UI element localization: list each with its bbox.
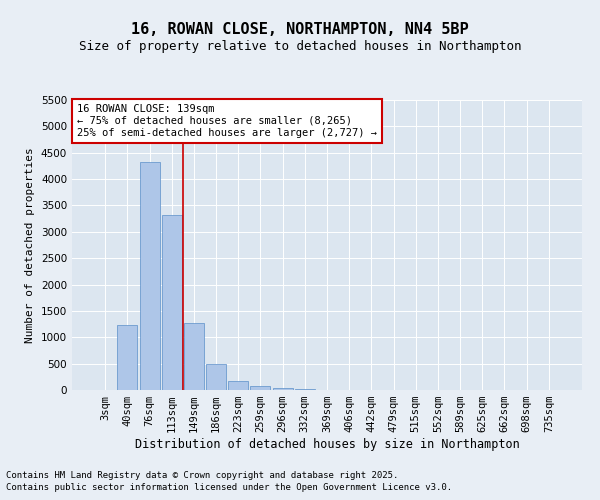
- X-axis label: Distribution of detached houses by size in Northampton: Distribution of detached houses by size …: [134, 438, 520, 451]
- Text: Contains public sector information licensed under the Open Government Licence v3: Contains public sector information licen…: [6, 483, 452, 492]
- Bar: [228, 381, 248, 390]
- Bar: [118, 325, 137, 390]
- Text: 16, ROWAN CLOSE, NORTHAMPTON, NN4 5BP: 16, ROWAN CLOSE, NORTHAMPTON, NN4 5BP: [131, 22, 469, 38]
- Text: Size of property relative to detached houses in Northampton: Size of property relative to detached ho…: [79, 40, 521, 53]
- Text: 16 ROWAN CLOSE: 139sqm
← 75% of detached houses are smaller (8,265)
25% of semi-: 16 ROWAN CLOSE: 139sqm ← 75% of detached…: [77, 104, 377, 138]
- Text: Contains HM Land Registry data © Crown copyright and database right 2025.: Contains HM Land Registry data © Crown c…: [6, 470, 398, 480]
- Bar: [162, 215, 182, 390]
- Bar: [184, 323, 204, 390]
- Y-axis label: Number of detached properties: Number of detached properties: [25, 147, 35, 343]
- Bar: [250, 386, 271, 390]
- Bar: [206, 364, 226, 390]
- Bar: [272, 388, 293, 390]
- Bar: [140, 162, 160, 390]
